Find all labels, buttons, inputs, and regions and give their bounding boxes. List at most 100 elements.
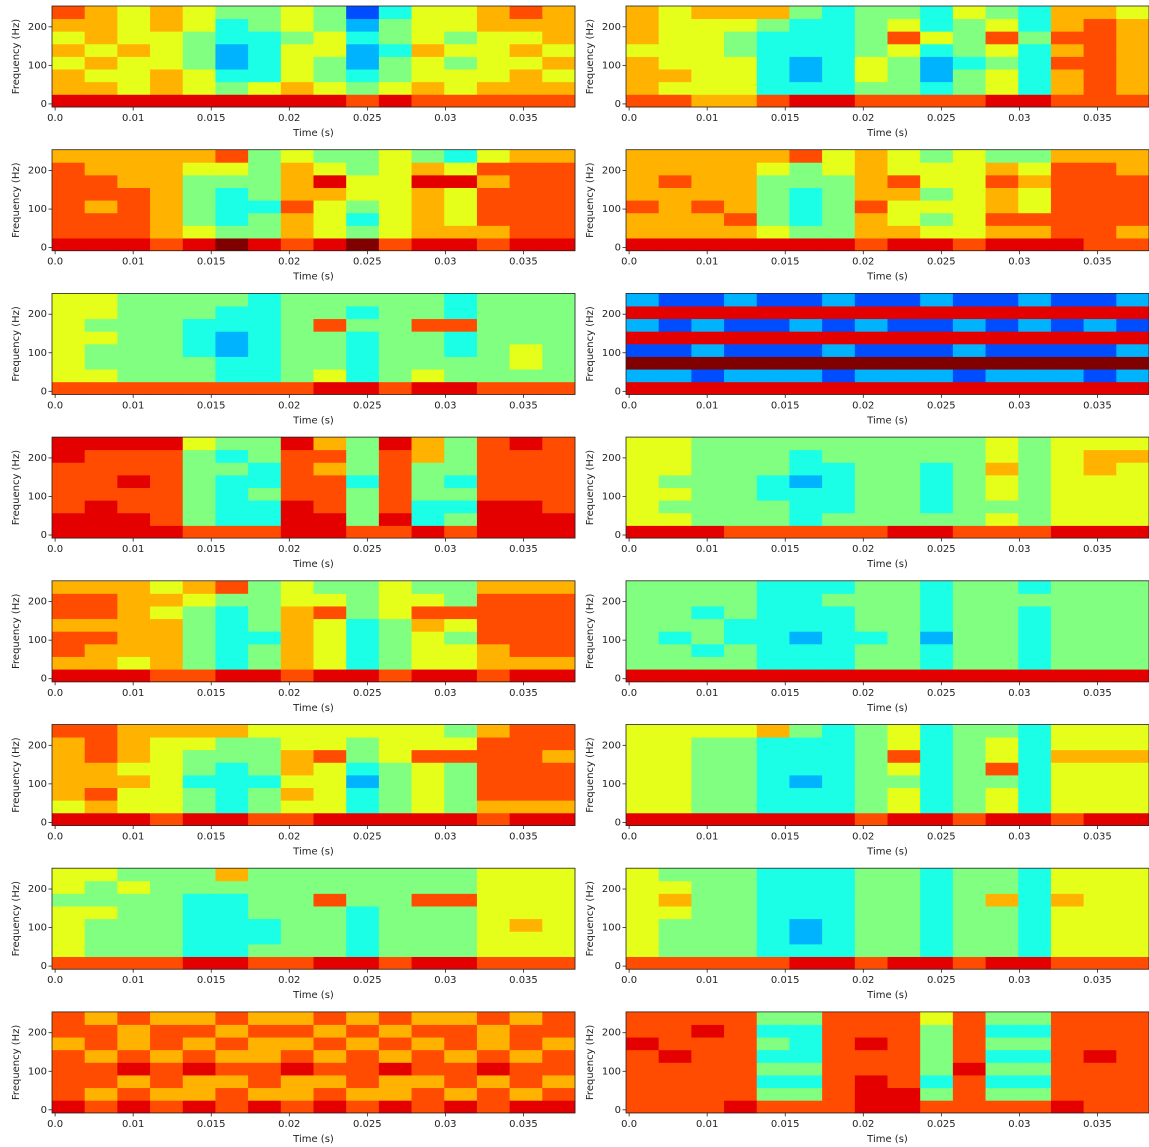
heatmap-cell <box>626 725 659 738</box>
heatmap-cell <box>1116 331 1149 344</box>
heatmap-cell <box>691 475 724 488</box>
heatmap-cell <box>724 31 757 44</box>
heatmap-cell <box>412 213 445 226</box>
heatmap-cell <box>626 462 659 475</box>
x-tick-label: 0.0 <box>621 688 637 699</box>
heatmap-cell <box>659 944 692 957</box>
y-axis-label: Frequency (Hz) <box>585 737 596 813</box>
heatmap-cell <box>412 725 445 738</box>
heatmap-cell <box>379 1075 412 1088</box>
heatmap-cell <box>1018 319 1051 332</box>
heatmap-cell <box>510 1100 543 1113</box>
heatmap-cell <box>379 94 412 107</box>
heatmap-cell <box>477 500 510 513</box>
heatmap-cell <box>183 669 216 682</box>
heatmap-cell <box>691 162 724 175</box>
heatmap-cell <box>757 906 790 919</box>
heatmap-cell <box>248 762 281 775</box>
heatmap-cell <box>789 1050 822 1063</box>
x-tick-label: 0.035 <box>1083 544 1112 555</box>
heatmap-cell <box>117 657 150 670</box>
heatmap-cell <box>920 881 953 894</box>
heatmap-panel: 0.00.010.0150.020.0250.030.0350100200Tim… <box>585 293 1149 426</box>
heatmap-cell <box>888 525 921 538</box>
heatmap-cell <box>920 213 953 226</box>
heatmap-cell <box>822 382 855 395</box>
heatmap-cell <box>626 775 659 788</box>
heatmap-cell <box>52 1100 85 1113</box>
heatmap-cell <box>986 1062 1019 1075</box>
heatmap-cell <box>757 238 790 251</box>
heatmap-cell <box>691 1025 724 1038</box>
heatmap-cell <box>346 1025 379 1038</box>
heatmap-cell <box>52 1012 85 1025</box>
heatmap-cell <box>626 762 659 775</box>
heatmap-cell <box>85 657 118 670</box>
heatmap-cell <box>150 775 183 788</box>
heatmap-cell <box>85 57 118 70</box>
heatmap-cell <box>789 813 822 826</box>
heatmap-cell <box>542 19 575 32</box>
heatmap-cell <box>986 188 1019 201</box>
heatmap-cell <box>477 462 510 475</box>
heatmap-cell <box>822 462 855 475</box>
heatmap-cell <box>659 619 692 632</box>
heatmap-cell <box>379 225 412 238</box>
heatmap-cell <box>888 225 921 238</box>
heatmap-cell <box>626 1037 659 1050</box>
heatmap-cell <box>85 357 118 370</box>
heatmap-cell <box>52 162 85 175</box>
heatmap-panel: 0.00.010.0150.020.0250.030.0350100200Tim… <box>11 581 575 714</box>
heatmap-cell <box>1084 737 1117 750</box>
heatmap-cell <box>281 893 314 906</box>
y-tick-label: 100 <box>28 923 47 934</box>
heatmap-cell <box>1116 593 1149 606</box>
heatmap-cell <box>1084 382 1117 395</box>
heatmap-cell <box>183 44 216 57</box>
heatmap-cell <box>314 1088 347 1101</box>
heatmap-cell <box>626 631 659 644</box>
heatmap-cell <box>379 319 412 332</box>
heatmap-cell <box>477 94 510 107</box>
heatmap-cell <box>117 1025 150 1038</box>
heatmap-cell <box>920 931 953 944</box>
heatmap-cell <box>888 200 921 213</box>
heatmap-cell <box>346 31 379 44</box>
heatmap-cell <box>789 344 822 357</box>
heatmap-cell <box>626 881 659 894</box>
heatmap-cell <box>444 450 477 463</box>
heatmap-cell <box>314 94 347 107</box>
heatmap-cell <box>757 319 790 332</box>
y-tick-label: 0 <box>615 817 621 828</box>
heatmap-cell <box>757 1075 790 1088</box>
heatmap-cell <box>953 644 986 657</box>
heatmap-cell <box>626 893 659 906</box>
heatmap-cell <box>85 31 118 44</box>
heatmap-cell <box>1116 957 1149 970</box>
heatmap-cell <box>215 238 248 251</box>
heatmap-cell <box>379 344 412 357</box>
heatmap-cell <box>757 475 790 488</box>
heatmap-cell <box>346 644 379 657</box>
heatmap-cell <box>1084 581 1117 594</box>
heatmap-cell <box>953 331 986 344</box>
y-tick-label: 0 <box>41 386 47 397</box>
heatmap-cell <box>1051 957 1084 970</box>
heatmap-cell <box>1018 1012 1051 1025</box>
heatmap-cell <box>855 57 888 70</box>
heatmap-cell <box>314 225 347 238</box>
heatmap-cell <box>1051 94 1084 107</box>
y-axis-label: Frequency (Hz) <box>585 162 596 238</box>
heatmap-cell <box>691 631 724 644</box>
heatmap-cell <box>822 657 855 670</box>
x-tick-label: 0.01 <box>696 688 718 699</box>
heatmap-cell <box>920 306 953 319</box>
y-axis-label: Frequency (Hz) <box>11 19 22 95</box>
x-tick-label: 0.02 <box>278 544 300 555</box>
heatmap-cell <box>52 188 85 201</box>
x-tick-label: 0.02 <box>278 975 300 986</box>
heatmap-cell <box>52 881 85 894</box>
heatmap-cell <box>117 631 150 644</box>
heatmap-cell <box>183 225 216 238</box>
heatmap-cell <box>346 225 379 238</box>
